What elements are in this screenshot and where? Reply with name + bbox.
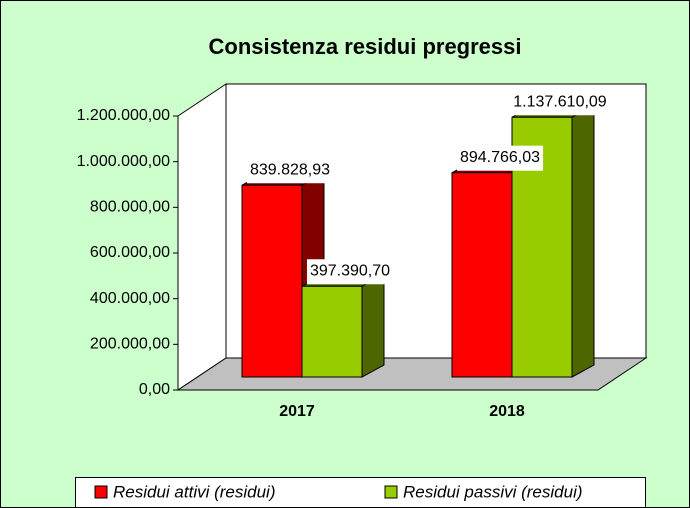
- bar-side: [361, 273, 385, 378]
- x-tick-label: 2017: [279, 403, 315, 420]
- bar: [301, 285, 363, 378]
- legend-swatch: [94, 485, 108, 499]
- value-label-bg: [306, 259, 394, 285]
- y-tick-label: 400.000,00: [90, 290, 170, 307]
- y-tick-label: 200.000,00: [90, 336, 170, 353]
- value-label-bg: [246, 158, 334, 184]
- legend-label: Residui passivi (residui): [403, 482, 583, 501]
- legend-box: [75, 477, 646, 508]
- value-label: 894.766,03: [460, 149, 540, 166]
- legend-swatch: [384, 485, 398, 499]
- bar: [241, 184, 303, 378]
- y-tick-label: 600.000,00: [90, 244, 170, 261]
- y-tick-label: 1.000.000,00: [77, 153, 171, 170]
- legend-label: Residui attivi (residui): [113, 482, 276, 501]
- y-tick-label: 800.000,00: [90, 199, 170, 216]
- bar: [451, 172, 513, 378]
- bar-side: [571, 104, 595, 378]
- x-tick-label: 2018: [489, 403, 525, 420]
- side-wall: [177, 83, 227, 391]
- value-label: 397.390,70: [310, 262, 390, 279]
- y-tick-label: 0,00: [139, 381, 170, 398]
- y-tick-label: 1.200.000,00: [77, 107, 171, 124]
- value-label: 1.137.610,09: [513, 93, 607, 110]
- value-label-bg: [456, 145, 544, 171]
- value-label-bg: [510, 90, 610, 116]
- value-label: 839.828,93: [250, 161, 330, 178]
- chart-title: Consistenza residui pregressi: [209, 34, 522, 59]
